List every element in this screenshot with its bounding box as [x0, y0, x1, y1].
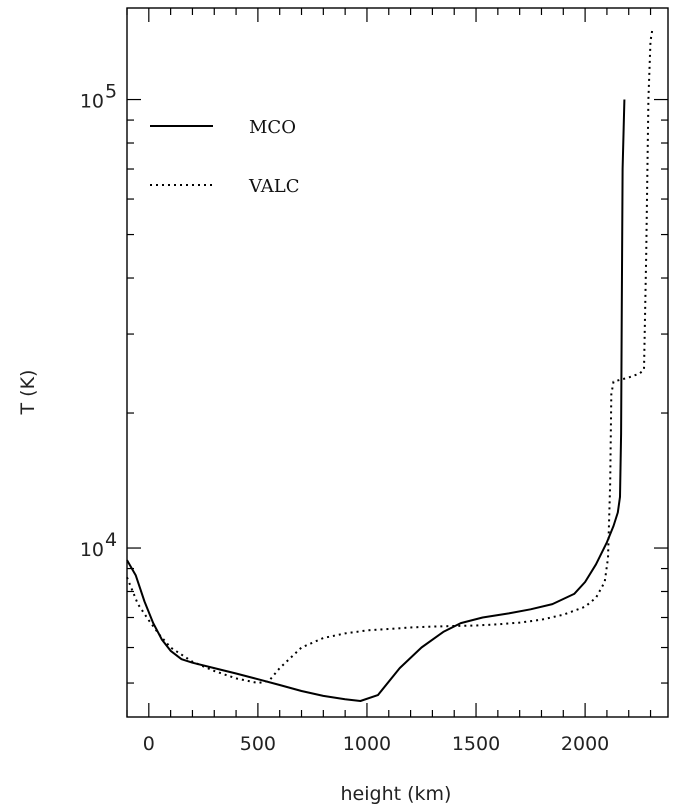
x-tick-label: 1500 [452, 733, 500, 755]
y-tick-label: 10 [80, 539, 104, 561]
series-line-valc [126, 27, 654, 684]
x-axis-title: height (km) [341, 783, 452, 805]
y-axis-title: T (K) [17, 370, 39, 416]
x-tick-label: 2000 [561, 733, 609, 755]
x-tick-label: 1000 [343, 733, 391, 755]
legend-label-valc: VALC [248, 176, 300, 197]
x-tick-label: 0 [143, 733, 155, 755]
y-tick-label: 10 [80, 91, 104, 113]
series-lines [126, 27, 654, 702]
legend-label-mco: MCO [249, 117, 296, 138]
x-tick-label: 500 [240, 733, 276, 755]
plot-border [126, 7, 669, 718]
tick-marks [126, 8, 668, 717]
legend: MCO VALC [150, 117, 300, 197]
y-tick-label-exponent: 5 [105, 81, 117, 103]
series-line-mco [126, 99, 626, 702]
y-tick-label-exponent: 4 [105, 529, 117, 551]
plot-frame [126, 7, 669, 718]
x-tick-labels: 0 500 1000 1500 2000 [143, 733, 610, 755]
